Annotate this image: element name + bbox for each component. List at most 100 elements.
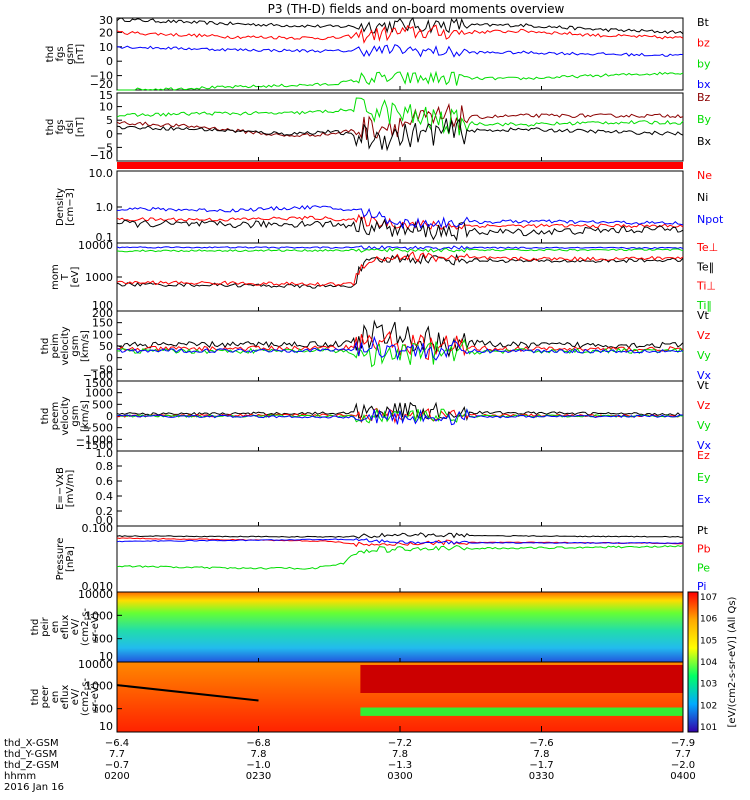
legend-bx: bx bbox=[697, 78, 711, 91]
y-tick-label: 10 bbox=[99, 41, 113, 54]
y-tick-label: 20 bbox=[99, 26, 113, 39]
y-tick-label: −100 bbox=[83, 369, 113, 382]
y-tick-label: 200 bbox=[92, 307, 113, 320]
ephemeris-value: −1.7 bbox=[529, 760, 553, 771]
y-axis-label: [km/s] bbox=[80, 400, 91, 432]
ephemeris-value: 0400 bbox=[670, 771, 695, 782]
y-tick-label: 1.0 bbox=[96, 447, 114, 460]
colorbar-label: [eV/(cm2-s-sr-eV)] (All Qs) bbox=[727, 596, 738, 727]
y-tick-label: −10 bbox=[90, 70, 113, 83]
legend-pt: Pt bbox=[697, 524, 709, 537]
y-tick-label: −5 bbox=[97, 141, 113, 154]
y-tick-label: 1.0 bbox=[96, 201, 114, 214]
ephemeris-value: 0230 bbox=[246, 771, 271, 782]
legend-pb: Pb bbox=[697, 543, 711, 556]
ephemeris-value: 7.7 bbox=[675, 749, 691, 760]
y-axis-label: peem bbox=[50, 402, 61, 430]
y-axis-label: [eV] bbox=[70, 267, 81, 288]
series-vx-line bbox=[116, 335, 684, 361]
ephemeris-value: −1.3 bbox=[388, 760, 412, 771]
panel-frame bbox=[116, 170, 684, 244]
y-tick-label: 10000 bbox=[78, 239, 113, 252]
y-axis-label: E=−VxB bbox=[55, 467, 66, 510]
series-vt-line bbox=[116, 319, 684, 358]
ephemeris-value: −6.4 bbox=[105, 738, 129, 749]
series-ti⊥-line bbox=[116, 245, 684, 251]
y-tick-label: 1000 bbox=[85, 271, 113, 284]
panel-frame bbox=[116, 310, 684, 382]
y-axis-label: (cm2-s- bbox=[80, 608, 91, 646]
y-axis-label: [cm−3] bbox=[65, 188, 76, 226]
series-bz-line bbox=[116, 24, 684, 44]
colorbar bbox=[687, 591, 699, 733]
legend-ex: Ex bbox=[697, 493, 711, 506]
y-tick-label: 10000 bbox=[78, 588, 113, 601]
legend-npot: Npot bbox=[697, 213, 724, 226]
y-tick-label: −50 bbox=[90, 363, 113, 376]
y-tick-label: 0.8 bbox=[96, 460, 114, 473]
y-tick-label: 0 bbox=[106, 128, 113, 141]
colorbar-tick: 107 bbox=[700, 593, 717, 603]
y-tick-label: 15 bbox=[99, 89, 113, 102]
y-axis-label: sr-eV) bbox=[90, 612, 101, 641]
legend-bx: Bx bbox=[697, 135, 712, 148]
ephemeris-row-label: hhmm bbox=[4, 771, 36, 782]
series-by-line bbox=[117, 70, 684, 91]
ephemeris-row-label: thd_X-GSM bbox=[4, 738, 59, 749]
colorbar-tick: 101 bbox=[700, 723, 717, 733]
series-pb-line bbox=[116, 537, 683, 548]
y-axis-label: [km/s] bbox=[80, 330, 91, 362]
y-axis-label: eV/ bbox=[70, 688, 81, 705]
legend-bt: Bt bbox=[697, 16, 710, 29]
series-ni-line bbox=[116, 216, 684, 242]
legend-ti‖: Ti‖ bbox=[696, 299, 712, 312]
y-tick-label: 10000 bbox=[78, 658, 113, 671]
ephemeris-value: 0300 bbox=[387, 771, 412, 782]
ephemeris-value: 0330 bbox=[529, 771, 554, 782]
y-tick-label: 0 bbox=[106, 55, 113, 68]
legend-ti⊥: Ti⊥ bbox=[696, 280, 716, 293]
legend-vz: Vz bbox=[697, 329, 711, 342]
y-tick-label: −10 bbox=[90, 149, 113, 162]
ephemeris-value: 7.8 bbox=[251, 749, 267, 760]
y-tick-label: −20 bbox=[90, 78, 113, 91]
colorbar-tick: 106 bbox=[700, 615, 717, 625]
y-tick-label: 10 bbox=[99, 101, 113, 114]
ephemeris-value: −7.6 bbox=[529, 738, 553, 749]
peer-black-trace bbox=[116, 684, 259, 702]
colorbar-tick: 103 bbox=[700, 680, 717, 690]
y-axis-label: sr-eV) bbox=[90, 682, 101, 711]
y-tick-label: 150 bbox=[92, 317, 113, 330]
ephemeris-row-label: thd_Z-GSM bbox=[4, 760, 59, 771]
legend-pe: Pe bbox=[697, 561, 710, 574]
legend-ne: Ne bbox=[697, 169, 712, 182]
panel-frame bbox=[116, 450, 684, 527]
y-axis-label: en bbox=[50, 691, 61, 704]
y-axis-label: [nT] bbox=[75, 44, 86, 64]
y-tick-label: 1000 bbox=[85, 387, 113, 400]
y-axis-label: velocity bbox=[60, 326, 71, 365]
legend-vt: Vt bbox=[697, 309, 710, 322]
series-bx-line bbox=[116, 44, 684, 58]
series-bz-line bbox=[116, 102, 684, 140]
legend-ez: Ez bbox=[697, 449, 710, 462]
series-ti‖-line bbox=[116, 247, 684, 253]
ephemeris-value: −7.9 bbox=[671, 738, 695, 749]
y-axis-label: thd bbox=[30, 619, 41, 636]
y-tick-label: 50 bbox=[99, 340, 113, 353]
y-tick-label: 0.2 bbox=[96, 505, 114, 518]
y-axis-label: gsm bbox=[70, 405, 81, 426]
y-tick-label: 0.0 bbox=[96, 514, 114, 527]
peer-high-flux-band bbox=[360, 665, 683, 693]
y-tick-label: −1500 bbox=[76, 439, 113, 452]
series-te⊥-line bbox=[116, 251, 684, 287]
series-pi-line bbox=[116, 538, 684, 545]
chart-title: P3 (TH-D) fields and on-board moments ov… bbox=[268, 2, 565, 16]
ephemeris-value: −7.2 bbox=[388, 738, 412, 749]
y-tick-label: 0 bbox=[106, 352, 113, 365]
legend-vx: Vx bbox=[697, 369, 712, 382]
y-axis-label: mom bbox=[50, 264, 61, 290]
legend-pi: Pi bbox=[697, 580, 706, 593]
legend-vx: Vx bbox=[697, 439, 712, 452]
